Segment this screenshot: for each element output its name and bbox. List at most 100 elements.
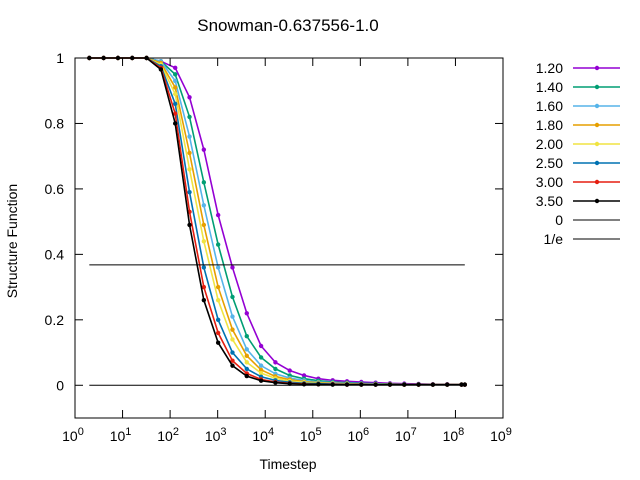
data-point: [215, 317, 221, 323]
plot-frame: [74, 57, 504, 419]
legend-marker: [594, 141, 600, 147]
data-point: [244, 333, 249, 339]
series-line: [89, 57, 465, 386]
series-group: [87, 55, 467, 387]
series-group: [87, 55, 467, 387]
legend-marker: [594, 160, 600, 166]
y-tick-label: 0.6: [45, 181, 65, 197]
legend-label: 3.50: [536, 193, 563, 209]
data-point: [215, 212, 221, 218]
x-tick-label: 103: [205, 426, 227, 444]
x-axis-label: Timestep: [259, 456, 316, 472]
data-point: [187, 189, 192, 195]
data-point: [173, 121, 178, 126]
y-axis-label: Structure Function: [4, 184, 20, 298]
data-point: [359, 382, 364, 387]
y-axis-ticks: 0 0.2 0.4 0.6 0.8 1: [45, 50, 503, 393]
data-point: [230, 363, 235, 368]
legend-marker: [594, 122, 600, 128]
data-point: [430, 382, 436, 387]
x-tick-label: 107: [395, 426, 417, 444]
data-point: [173, 101, 178, 107]
data-point: [258, 370, 264, 376]
legend-label: 0: [555, 212, 563, 228]
data-point: [173, 85, 178, 90]
data-point: [201, 203, 207, 208]
x-tick-label: 105: [300, 426, 322, 444]
series-line: [89, 57, 465, 386]
data-point: [187, 114, 192, 120]
data-point: [258, 367, 264, 373]
reference-lines: [89, 264, 465, 386]
data-point: [201, 180, 207, 185]
data-point: [373, 382, 378, 387]
data-point: [215, 265, 221, 270]
data-point: [316, 382, 321, 387]
data-point: [187, 134, 192, 139]
x-tick-label: 102: [157, 426, 179, 444]
data-point: [287, 368, 292, 373]
series-line: [89, 57, 465, 386]
data-point: [445, 382, 450, 387]
data-point: [258, 343, 264, 349]
series-group: [87, 55, 467, 387]
data-point: [287, 381, 292, 386]
y-tick-label: 0: [56, 377, 64, 393]
series-line: [89, 57, 465, 386]
y-tick-label: 0.4: [45, 246, 65, 262]
data-point: [187, 167, 192, 172]
legend-label: 1/e: [544, 231, 564, 247]
legend-marker: [594, 103, 600, 109]
series-group: [87, 55, 467, 387]
data-point: [173, 111, 178, 116]
series-line: [89, 57, 465, 386]
series-group: [87, 55, 467, 387]
legend-marker: [594, 179, 600, 185]
legend-marker: [594, 198, 600, 204]
data-point: [258, 355, 264, 360]
data-point: [462, 382, 467, 387]
data-point: [215, 330, 221, 336]
x-tick-label: 109: [490, 426, 512, 444]
legend-label: 1.60: [536, 98, 563, 114]
data-point: [230, 358, 235, 363]
data-point: [244, 311, 249, 316]
legend-marker: [594, 65, 600, 71]
data-point: [201, 265, 207, 270]
data-point: [244, 360, 249, 365]
legend-label: 2.50: [536, 155, 563, 171]
data-point: [258, 378, 264, 383]
series-group: [87, 55, 467, 387]
data-point: [201, 222, 207, 228]
data-point: [187, 222, 192, 228]
data-point: [215, 340, 221, 345]
data-point: [244, 373, 249, 379]
y-tick-label: 1: [56, 50, 64, 66]
y-tick-label: 0.8: [45, 115, 65, 131]
data-point: [187, 95, 192, 100]
legend: 1.20 1.40 1.60 1.80 2.00 2.50 3.00 3.50 0 1/e: [536, 60, 620, 247]
data-point: [344, 382, 350, 387]
x-tick-label: 104: [252, 426, 274, 444]
x-tick-label: 101: [110, 426, 132, 444]
data-point: [215, 284, 221, 290]
chart-title: Snowman-0.637556-1.0: [197, 16, 378, 35]
data-point: [273, 360, 278, 365]
y-tick-label: 0.2: [45, 312, 65, 328]
legend-marker: [594, 84, 600, 90]
data-point: [230, 314, 235, 319]
data-point: [201, 284, 207, 290]
data-point: [244, 347, 249, 352]
data-point: [173, 91, 178, 97]
data-point: [173, 78, 178, 84]
data-point: [273, 380, 278, 385]
data-point: [230, 337, 235, 342]
data-point: [258, 363, 264, 368]
data-point: [230, 294, 235, 300]
data-point: [301, 382, 307, 387]
data-point: [230, 327, 235, 332]
data-point: [173, 72, 178, 77]
data-point: [173, 65, 178, 71]
data-point: [230, 350, 235, 355]
